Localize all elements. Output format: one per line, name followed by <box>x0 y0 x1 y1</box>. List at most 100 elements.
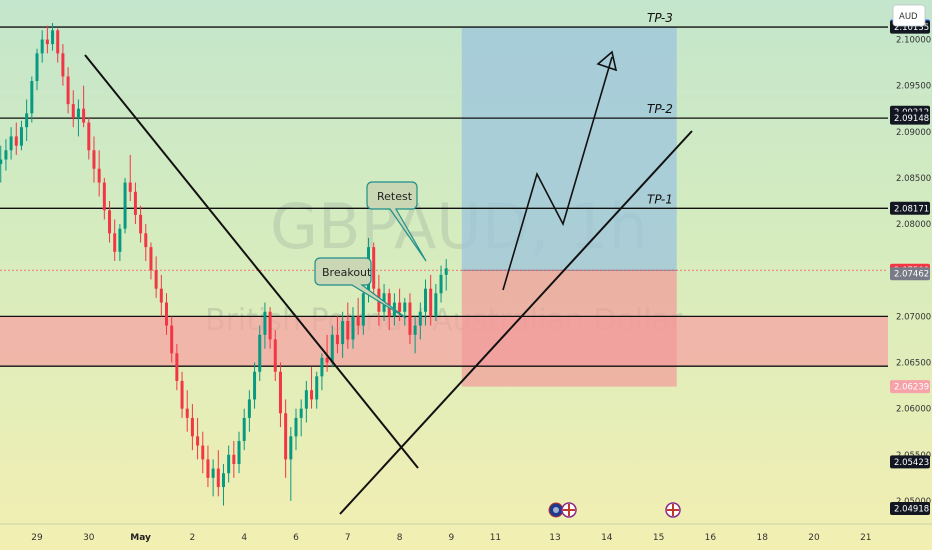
candle <box>372 242 376 298</box>
candle-body <box>335 334 339 345</box>
candle-body <box>175 353 179 381</box>
candle <box>268 307 272 349</box>
time-tick-label: 13 <box>549 533 560 543</box>
candle <box>335 316 339 354</box>
candle <box>237 431 241 474</box>
price-tick-label: 2.07000 <box>896 312 931 322</box>
candle-body <box>190 417 194 437</box>
candle-body <box>429 288 433 317</box>
gb-flag-icon[interactable] <box>561 502 577 518</box>
au-flag-icon[interactable] <box>548 502 564 518</box>
level-label: TP-2 <box>647 102 673 116</box>
candle <box>356 297 360 335</box>
price-tag-bg <box>890 201 930 215</box>
candle <box>159 274 163 317</box>
candle <box>424 279 427 326</box>
candle-body <box>372 247 376 289</box>
candle-body <box>216 468 220 488</box>
candle-body <box>227 454 231 474</box>
candle <box>9 127 13 160</box>
candle <box>418 302 422 340</box>
candle-body <box>45 39 49 45</box>
price-tag-bg <box>890 267 930 281</box>
candle-body <box>403 302 407 312</box>
price-tag: 2.05423 <box>890 455 930 469</box>
candle-body <box>418 311 422 326</box>
candle-body <box>361 293 365 326</box>
price-tag-bg <box>890 501 930 515</box>
candle <box>221 464 225 506</box>
candle <box>284 399 288 478</box>
candle-body <box>325 357 329 363</box>
candle <box>82 85 86 128</box>
time-tick-label: 8 <box>397 533 403 543</box>
candle <box>434 284 438 321</box>
candle <box>227 445 231 483</box>
candle <box>206 445 210 488</box>
price-tag-bg <box>890 380 930 394</box>
candle <box>289 427 293 501</box>
candle <box>35 48 39 91</box>
gb-flag-icon[interactable] <box>665 502 681 518</box>
candle <box>216 450 220 497</box>
candle <box>51 22 55 51</box>
candle <box>170 316 174 363</box>
candle-body <box>351 316 355 340</box>
candle-body <box>294 417 298 437</box>
candle-body <box>408 302 412 335</box>
candle <box>25 99 29 142</box>
candle-body <box>165 302 168 326</box>
price-tick-label: 2.05000 <box>896 497 931 507</box>
economic-events[interactable] <box>548 502 681 518</box>
candle <box>92 136 96 183</box>
candle-body <box>206 459 210 478</box>
time-tick-label: 14 <box>601 533 613 543</box>
time-tick-label: 6 <box>293 533 299 543</box>
candle <box>320 353 324 391</box>
stop-loss-zone <box>461 270 677 387</box>
candle-body <box>108 210 112 234</box>
currency-box[interactable]: AUD <box>892 4 926 27</box>
candle <box>211 459 215 497</box>
candle <box>408 293 412 345</box>
time-tick-label: 16 <box>705 533 717 543</box>
candle-body <box>82 108 86 123</box>
time-axis[interactable]: 29 30 May 2 4 6 7 8 9 11 13 14 15 16 18 20 21 <box>0 523 932 543</box>
candle <box>315 371 319 409</box>
candle <box>102 177 106 220</box>
candle-body <box>413 325 417 335</box>
time-tick-label: 2 <box>190 533 196 543</box>
price-axis[interactable]: 2.10000 2.09500 2.09000 2.08500 2.08000 2.070… <box>888 0 932 524</box>
candle <box>253 362 257 409</box>
currency-label: AUD <box>899 12 918 22</box>
time-tick-label: 21 <box>860 533 871 543</box>
candle <box>398 288 402 321</box>
candle <box>165 293 168 335</box>
candle-body <box>102 182 106 211</box>
candle-body <box>424 288 427 312</box>
candle <box>258 325 262 381</box>
time-tick-label: 9 <box>449 533 455 543</box>
candle <box>247 390 251 432</box>
price-tick-label: 2.08000 <box>896 220 931 230</box>
time-tick-label: 18 <box>756 533 768 543</box>
candle-body <box>278 371 282 414</box>
candle-body <box>76 108 80 118</box>
candle-body <box>61 53 65 77</box>
candle-body <box>242 417 246 441</box>
candle-body <box>237 440 241 465</box>
candle-body <box>304 390 308 409</box>
candle-body <box>232 454 236 465</box>
candle-body <box>4 150 8 160</box>
time-tick-label: May <box>130 533 151 543</box>
candle <box>175 344 179 391</box>
price-tick-label: 2.06000 <box>896 405 931 415</box>
price-tick-label: 2.06500 <box>896 359 931 369</box>
candle-body <box>268 311 272 340</box>
candle-body <box>87 122 91 151</box>
candle <box>0 145 3 183</box>
candle <box>180 371 184 418</box>
candle <box>14 122 18 155</box>
candle <box>351 307 355 349</box>
